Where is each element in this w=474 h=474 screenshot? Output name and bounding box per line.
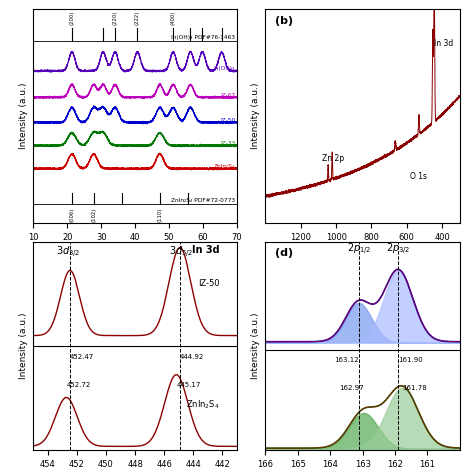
Text: In(OH)₃ PDF#76-1463: In(OH)₃ PDF#76-1463	[171, 35, 235, 40]
Text: (400): (400)	[171, 11, 176, 25]
Text: (102): (102)	[91, 208, 96, 222]
Text: In 3d: In 3d	[192, 245, 219, 255]
Y-axis label: Intensity (a.u.): Intensity (a.u.)	[18, 83, 27, 149]
Text: 163.12: 163.12	[334, 357, 359, 363]
Text: (006): (006)	[69, 208, 74, 222]
Text: IZ-67: IZ-67	[220, 93, 235, 98]
Text: ZnIn$_2$S$_4$: ZnIn$_2$S$_4$	[186, 399, 219, 411]
Text: (d): (d)	[275, 248, 293, 258]
Text: 452.47: 452.47	[70, 354, 94, 360]
Text: 445.17: 445.17	[176, 383, 201, 388]
Text: 444.92: 444.92	[180, 354, 204, 360]
Text: 161.90: 161.90	[398, 357, 423, 363]
Text: In(OH)₃: In(OH)₃	[214, 66, 235, 72]
Text: (200): (200)	[69, 11, 74, 25]
Text: 161.78: 161.78	[402, 385, 427, 392]
Y-axis label: Intensity (a.u.): Intensity (a.u.)	[251, 313, 260, 379]
Text: $3d_{5/2}$: $3d_{5/2}$	[169, 245, 193, 260]
Text: (b): (b)	[275, 16, 293, 26]
Text: In 3d: In 3d	[434, 38, 453, 47]
Text: IZ-33: IZ-33	[220, 141, 235, 146]
Text: $3d_{3/2}$: $3d_{3/2}$	[56, 245, 81, 260]
Y-axis label: Intensity (a.u.): Intensity (a.u.)	[251, 83, 260, 149]
Y-axis label: Intensity (a.u.): Intensity (a.u.)	[18, 313, 27, 379]
Text: 162.97: 162.97	[339, 385, 364, 392]
Text: IZ-50: IZ-50	[198, 279, 219, 288]
Text: (222): (222)	[135, 11, 140, 25]
Text: 452.72: 452.72	[66, 383, 91, 388]
Text: $2p_{1/2}$: $2p_{1/2}$	[346, 242, 371, 257]
Text: ZnIn₂S₄: ZnIn₂S₄	[214, 164, 235, 169]
Text: ZnIn₂S₄ PDF#72-0773: ZnIn₂S₄ PDF#72-0773	[171, 198, 235, 203]
X-axis label: 2 Theta/degree: 2 Theta/degree	[96, 247, 174, 256]
X-axis label: Binding Energy (eV): Binding Energy (eV)	[311, 247, 414, 256]
Text: IZ-50: IZ-50	[220, 118, 235, 123]
Text: $2p_{3/2}$: $2p_{3/2}$	[386, 242, 410, 257]
Text: (110): (110)	[157, 208, 163, 222]
Text: O 1s: O 1s	[410, 172, 428, 181]
Text: Zn 2p: Zn 2p	[321, 155, 344, 164]
Text: (220): (220)	[112, 11, 118, 25]
